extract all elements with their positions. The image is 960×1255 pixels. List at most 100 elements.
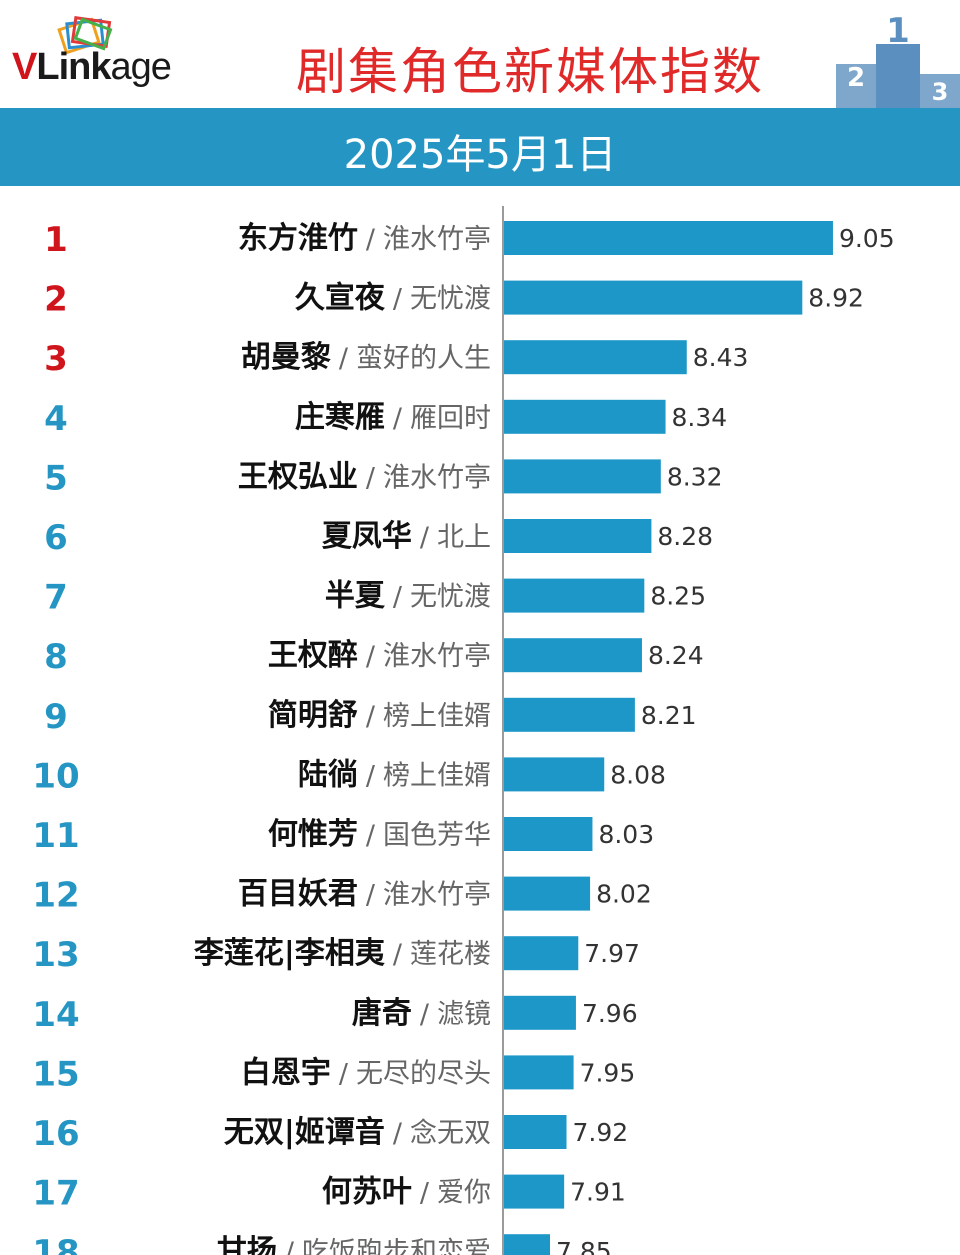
rank-number: 17 <box>32 1174 79 1214</box>
row-label: 何惟芳 / 国色芳华 <box>268 817 491 852</box>
show-name: 淮水竹亭 <box>383 462 491 493</box>
value-bar <box>504 221 833 255</box>
page-title: 剧集角色新媒体指数 <box>296 43 764 101</box>
chart-row: 4 庄寒雁 / 雁回时 8.34 <box>44 399 727 439</box>
value-bar <box>504 638 642 673</box>
value-bar <box>504 995 576 1030</box>
row-label: 甘扬 / 吃饭跑步和恋爱 <box>217 1234 491 1255</box>
show-name: 无尽的尽头 <box>356 1058 491 1089</box>
chart-row: 17 何苏叶 / 爱你 7.91 <box>32 1174 625 1214</box>
character-name: 简明舒 <box>268 698 358 733</box>
show-name: 吃饭跑步和恋爱 <box>302 1237 491 1255</box>
character-name: 久宣夜 <box>295 281 386 316</box>
value-label: 7.85 <box>556 1237 612 1255</box>
character-name: 百目妖君 <box>238 877 358 912</box>
chart-row: 11 何惟芳 / 国色芳华 8.03 <box>32 816 654 856</box>
character-name: 白恩宇 <box>241 1055 331 1090</box>
row-label: 百目妖君 / 淮水竹亭 <box>238 877 491 912</box>
value-bar <box>504 399 666 434</box>
label-separator: / <box>339 1058 349 1089</box>
show-name: 榜上佳婿 <box>383 760 491 791</box>
label-separator: / <box>420 1178 430 1209</box>
value-label: 8.24 <box>648 641 704 670</box>
character-name: 庄寒雁 <box>295 400 385 435</box>
show-name: 国色芳华 <box>383 820 491 851</box>
value-bar <box>504 757 605 792</box>
character-name: 王权醉 <box>268 638 358 673</box>
date-label: 2025年5月1日 <box>343 132 617 178</box>
chart-row: 9 简明舒 / 榜上佳婿 8.21 <box>44 697 696 737</box>
rank-number: 14 <box>32 995 79 1035</box>
value-bar <box>504 1234 550 1255</box>
value-label: 8.43 <box>693 343 749 372</box>
row-label: 李莲花|李相夷 / 莲花楼 <box>194 936 491 971</box>
character-name: 甘扬 <box>217 1234 277 1255</box>
row-label: 庄寒雁 / 雁回时 <box>295 400 491 435</box>
show-name: 北上 <box>437 522 491 553</box>
label-separator: / <box>339 343 349 374</box>
value-label: 8.08 <box>610 760 666 789</box>
value-bar <box>504 1055 574 1090</box>
show-name: 无忧渡 <box>410 582 491 613</box>
label-separator: / <box>366 641 376 672</box>
value-bar <box>504 578 645 613</box>
rank-number: 2 <box>44 280 68 320</box>
rank-number: 13 <box>32 935 79 975</box>
chart-row: 18 甘扬 / 吃饭跑步和恋爱 7.85 <box>32 1233 612 1255</box>
header: VLinkage 剧集角色新媒体指数 2 1 3 <box>0 0 960 108</box>
label-separator: / <box>393 939 403 970</box>
label-separator: / <box>366 820 376 851</box>
value-label: 7.95 <box>580 1058 636 1087</box>
value-label: 8.32 <box>667 462 723 491</box>
show-name: 滤镜 <box>437 999 491 1030</box>
character-name: 东方淮竹 <box>238 221 358 256</box>
row-label: 半夏 / 无忧渡 <box>325 579 491 614</box>
label-separator: / <box>366 701 376 732</box>
chart-row: 14 唐奇 / 滤镜 7.96 <box>32 995 637 1035</box>
value-bar <box>504 936 579 971</box>
rank-number: 12 <box>32 876 79 916</box>
row-label: 简明舒 / 榜上佳婿 <box>268 698 491 733</box>
character-name: 夏凤华 <box>322 519 412 554</box>
row-label: 夏凤华 / 北上 <box>322 519 491 554</box>
value-label: 8.28 <box>657 522 713 551</box>
value-bar <box>504 280 803 315</box>
label-separator: / <box>420 522 430 553</box>
chart-row: 16 无双|姬谭音 / 念无双 7.92 <box>32 1114 628 1154</box>
chart-row: 8 王权醉 / 淮水竹亭 8.24 <box>44 637 703 677</box>
show-name: 爱你 <box>437 1178 491 1209</box>
label-separator: / <box>366 224 376 255</box>
logo-v: V <box>12 46 37 88</box>
rank-number: 4 <box>44 399 68 439</box>
value-label: 7.92 <box>573 1118 629 1147</box>
rank-number: 9 <box>44 697 68 737</box>
rank-number: 16 <box>32 1114 79 1154</box>
svg-text:1: 1 <box>886 14 910 51</box>
character-name: 唐奇 <box>352 996 412 1031</box>
logo-link: Link <box>36 46 111 88</box>
rank-number: 1 <box>44 220 68 260</box>
chart-row: 1 东方淮竹 / 淮水竹亭 9.05 <box>44 220 894 260</box>
show-name: 淮水竹亭 <box>383 641 491 672</box>
character-name: 胡曼黎 <box>241 340 331 375</box>
vlinkage-logo: VLinkage <box>12 16 212 96</box>
row-label: 何苏叶 / 爱你 <box>322 1175 491 1210</box>
chart-row: 5 王权弘业 / 淮水竹亭 8.32 <box>44 458 722 498</box>
value-label: 7.96 <box>582 999 638 1028</box>
chart-row: 7 半夏 / 无忧渡 8.25 <box>44 578 706 618</box>
show-name: 蛮好的人生 <box>356 343 491 374</box>
character-name: 无双|姬谭音 <box>224 1115 385 1150</box>
label-separator: / <box>366 760 376 791</box>
row-label: 胡曼黎 / 蛮好的人生 <box>241 340 491 375</box>
show-name: 无忧渡 <box>410 284 491 315</box>
value-label: 9.05 <box>839 224 895 253</box>
character-name: 李莲花|李相夷 <box>194 936 385 971</box>
rank-number: 7 <box>44 578 68 618</box>
value-label: 8.21 <box>641 701 697 730</box>
label-separator: / <box>285 1237 295 1255</box>
chart-row: 12 百目妖君 / 淮水竹亭 8.02 <box>32 876 651 916</box>
value-label: 8.02 <box>596 880 652 909</box>
label-separator: / <box>366 880 376 911</box>
value-bar <box>504 459 661 494</box>
row-label: 久宣夜 / 无忧渡 <box>295 281 491 316</box>
